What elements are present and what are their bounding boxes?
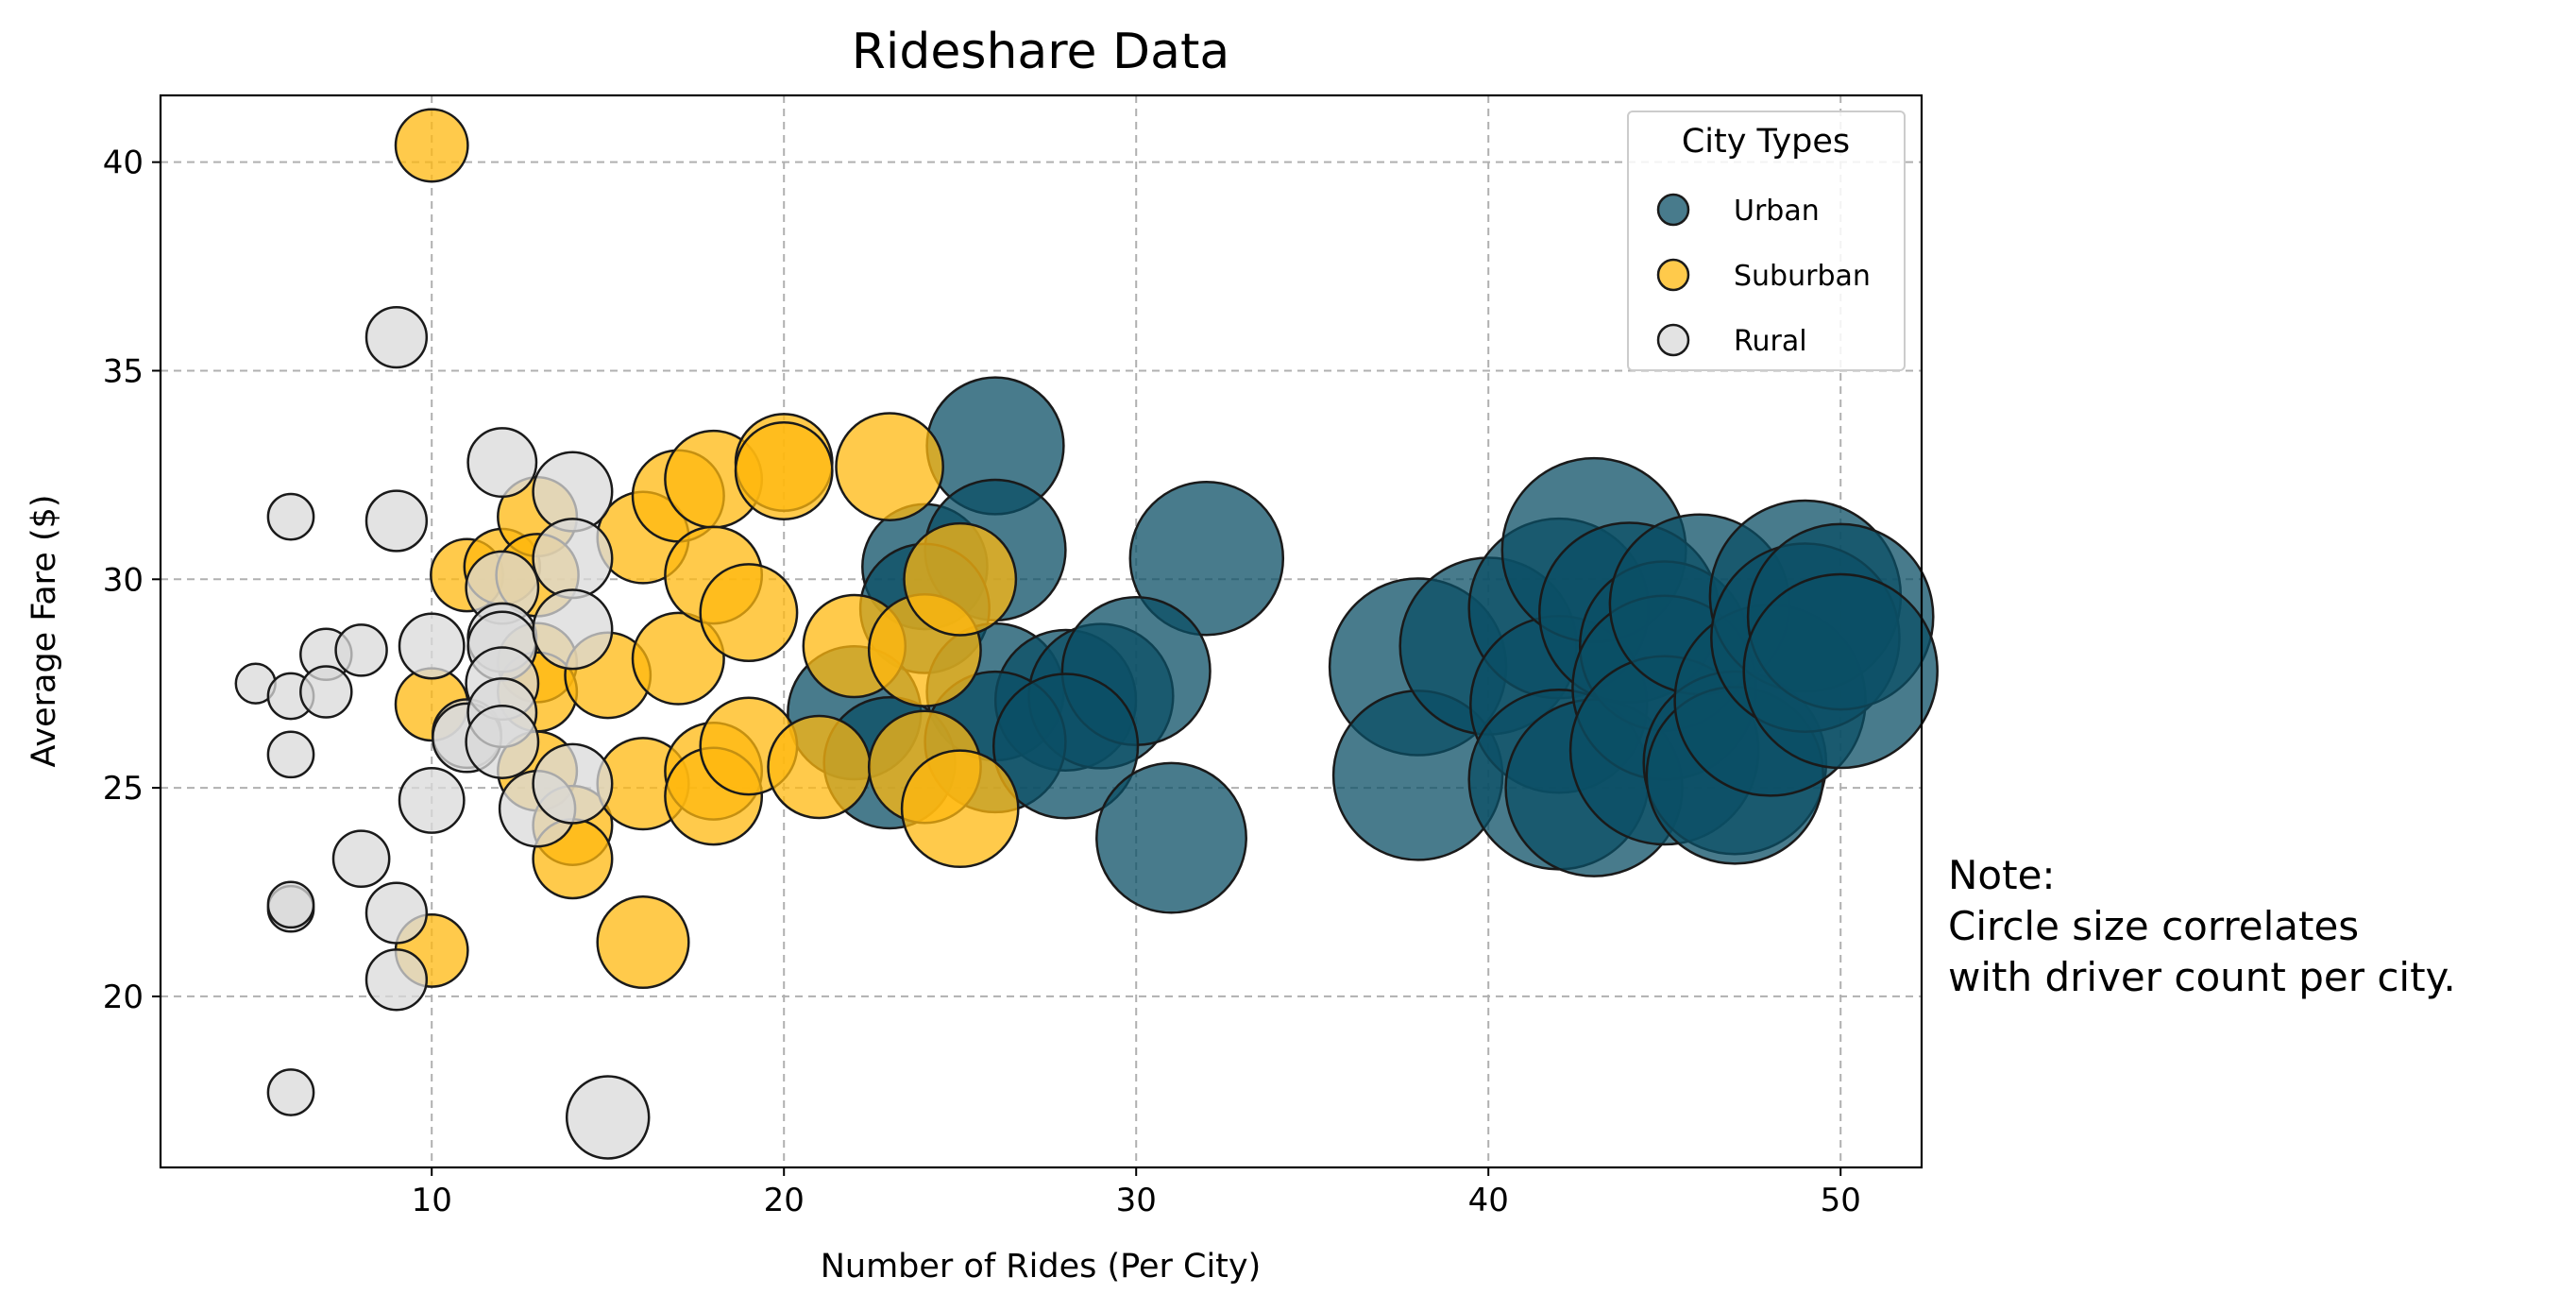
- y-tick-label: 25: [103, 770, 144, 808]
- bubble-urban: [991, 673, 1140, 820]
- legend-marker-suburban: [1656, 258, 1690, 292]
- y-tick-label: 20: [103, 979, 144, 1016]
- y-tick-label: 40: [103, 145, 144, 182]
- note-line-1: Note:: [1948, 852, 2056, 898]
- bubble-urban: [1128, 480, 1285, 637]
- legend-marker-rural: [1656, 323, 1690, 357]
- legend-label-rural: Rural: [1734, 325, 1807, 358]
- note-annotation: Note: Circle size correlates with driver…: [1948, 852, 2456, 1000]
- bubble-rural: [398, 766, 466, 834]
- bubble-rural: [364, 881, 429, 945]
- bubble-rural: [532, 742, 614, 825]
- bubble-rural: [334, 623, 388, 677]
- legend: City Types Urban Suburban Rural: [1627, 111, 1906, 371]
- bubble-suburban: [631, 611, 725, 706]
- x-tick-label: 20: [764, 1182, 805, 1219]
- bubble-rural: [299, 665, 353, 719]
- bubble-suburban: [903, 521, 1018, 637]
- bubble-rural: [466, 427, 538, 499]
- bubble-rural: [465, 705, 540, 779]
- x-tick-label: 50: [1821, 1182, 1861, 1219]
- legend-title: City Types: [1682, 123, 1850, 161]
- bubble-rural: [398, 612, 466, 680]
- plot-area-frame: [159, 94, 1924, 1169]
- bubble-suburban: [734, 421, 834, 520]
- bubble-rural: [266, 492, 315, 541]
- legend-box: [1627, 111, 1906, 371]
- legend-item-rural: Rural: [1656, 323, 1807, 358]
- bubble-rural: [565, 1075, 651, 1160]
- bubble-rural: [532, 518, 614, 600]
- legend-label-suburban: Suburban: [1734, 260, 1871, 293]
- bubble-urban: [1742, 572, 1939, 770]
- legend-item-urban: Urban: [1656, 193, 1820, 228]
- y-axis-title: Average Fare ($): [25, 494, 63, 767]
- legend-label-urban: Urban: [1734, 195, 1820, 228]
- x-tick-label: 10: [412, 1182, 452, 1219]
- chart-title: Rideshare Data: [852, 24, 1229, 80]
- bubble-suburban: [767, 714, 872, 820]
- bubble-rural: [331, 829, 391, 889]
- bubble-rural: [266, 1068, 315, 1116]
- bubble-suburban: [596, 894, 690, 990]
- bubble-rural: [364, 948, 429, 1012]
- bubble-rural: [532, 588, 614, 671]
- bubble-layer: [234, 108, 1939, 1160]
- bubble-rural: [266, 730, 315, 779]
- note-line-3: with driver count per city.: [1948, 954, 2456, 1000]
- tick-layer: 10 20 30 40 50 20 25 30 35 40: [103, 145, 1861, 1219]
- bubble-suburban: [394, 108, 469, 183]
- y-tick-label: 35: [103, 352, 144, 390]
- bubble-rural: [266, 880, 315, 929]
- legend-item-suburban: Suburban: [1656, 258, 1871, 293]
- note-line-2: Circle size correlates: [1948, 903, 2359, 949]
- bubble-urban: [1095, 761, 1247, 914]
- legend-marker-urban: [1656, 193, 1690, 227]
- y-tick-label: 30: [103, 561, 144, 599]
- bubble-suburban: [835, 412, 944, 521]
- bubble-rural: [364, 305, 429, 369]
- x-tick-label: 40: [1468, 1182, 1509, 1219]
- x-axis-title: Number of Rides (Per City): [821, 1248, 1262, 1285]
- x-tick-label: 30: [1116, 1182, 1157, 1219]
- bubble-rural: [364, 489, 429, 553]
- bubble-suburban: [699, 563, 799, 663]
- bubble-suburban: [900, 749, 1020, 869]
